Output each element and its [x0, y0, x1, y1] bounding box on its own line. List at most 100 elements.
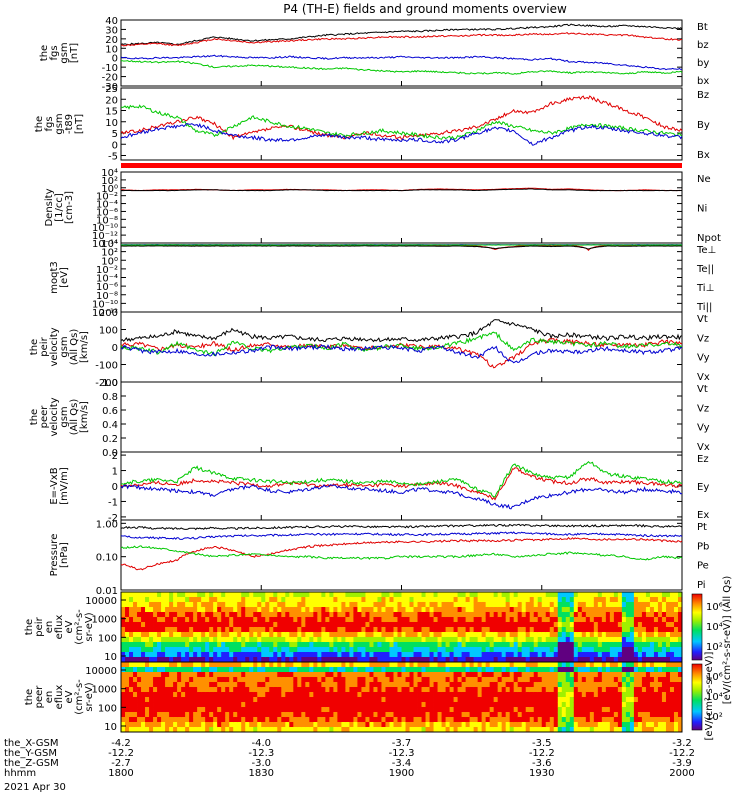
heatmap-cell [601, 597, 607, 603]
heatmap-cell [249, 722, 254, 728]
heatmap-cell [617, 612, 623, 618]
heatmap-cell [293, 667, 298, 673]
heatmap-cell [453, 652, 458, 658]
heatmap-cell [665, 632, 671, 638]
heatmap-cell [533, 697, 539, 703]
heatmap-cell [409, 712, 414, 718]
heatmap-cell [169, 607, 174, 613]
heatmap-cell [581, 687, 587, 693]
heatmap-cell [473, 662, 479, 668]
heatmap-cell [381, 597, 386, 603]
panel-p9: the peir en eflux eV (cm²-s-sr-eV)10000100010… [24, 591, 723, 663]
heatmap-cell [153, 717, 158, 723]
heatmap-cell [269, 632, 274, 638]
heatmap-cell [565, 647, 571, 653]
heatmap-cell [593, 632, 599, 638]
heatmap-cell [165, 702, 170, 708]
heatmap-cell [297, 712, 302, 718]
heatmap-cell [305, 647, 310, 653]
heatmap-cell [213, 727, 218, 733]
heatmap-cell [421, 682, 426, 688]
heatmap-cell [565, 682, 571, 688]
heatmap-cell [641, 727, 647, 733]
heatmap-cell [601, 602, 607, 608]
heatmap-cell [649, 692, 655, 698]
heatmap-cell [389, 642, 394, 648]
heatmap-cell [473, 657, 479, 663]
heatmap-cell [621, 692, 627, 698]
heatmap-cell [497, 682, 503, 688]
heatmap-cell [321, 657, 326, 663]
heatmap-cell [173, 722, 178, 728]
heatmap-cell [621, 687, 627, 693]
heatmap-cell [597, 707, 603, 713]
heatmap-cell [477, 622, 483, 628]
heatmap-cell [313, 677, 318, 683]
heatmap-cell [521, 702, 527, 708]
heatmap-cell [249, 682, 254, 688]
x-tick-label: -4.2 [111, 738, 131, 749]
heatmap-cell [217, 632, 222, 638]
heatmap-cell [245, 617, 250, 623]
heatmap-cell [557, 662, 563, 668]
heatmap-cell [429, 627, 434, 633]
heatmap-cell [417, 717, 422, 723]
heatmap-cell [569, 722, 575, 728]
heatmap-cell [501, 722, 507, 728]
heatmap-cell [157, 717, 162, 723]
y-tick-label: 10⁻¹² [92, 308, 118, 319]
heatmap-cell [181, 627, 186, 633]
heatmap-cell [309, 647, 314, 653]
heatmap-cell [357, 697, 362, 703]
heatmap-cell [349, 722, 354, 728]
heatmap-cell [217, 682, 222, 688]
heatmap-cell [149, 602, 154, 608]
heatmap-cell [373, 667, 378, 673]
heatmap-cell [545, 617, 551, 623]
heatmap-cell [501, 592, 507, 598]
heatmap-cell [385, 717, 390, 723]
heatmap-cell [597, 622, 603, 628]
heatmap-cell [481, 662, 487, 668]
heatmap-cell [441, 702, 446, 708]
heatmap-cell [453, 632, 458, 638]
heatmap-cell [177, 667, 182, 673]
heatmap-cell [425, 597, 430, 603]
heatmap-cell [633, 707, 639, 713]
heatmap-cell [365, 607, 370, 613]
heatmap-cell [537, 667, 543, 673]
heatmap-cell [177, 592, 182, 598]
heatmap-cell [177, 647, 182, 653]
heatmap-cell [305, 622, 310, 628]
heatmap-cell [341, 727, 346, 733]
heatmap-cell [437, 622, 442, 628]
heatmap-cell [445, 677, 450, 683]
heatmap-cell [257, 612, 262, 618]
y-tick-label: 0.10 [96, 553, 118, 564]
heatmap-cell [565, 697, 571, 703]
heatmap-cell [545, 687, 551, 693]
y-tick-label: 10⁰ [101, 184, 118, 195]
heatmap-cell [229, 652, 234, 658]
heatmap-cell [449, 597, 454, 603]
heatmap-cell [657, 712, 663, 718]
heatmap-cell [205, 617, 210, 623]
heatmap-cell [205, 612, 210, 618]
heatmap-cell [677, 637, 683, 643]
heatmap-cell [677, 697, 683, 703]
heatmap-cell [449, 622, 454, 628]
heatmap-cell [605, 667, 611, 673]
heatmap-cell [549, 687, 555, 693]
heatmap-cell [385, 652, 390, 658]
heatmap-cell [157, 692, 162, 698]
heatmap-cell [161, 642, 166, 648]
heatmap-cell [481, 717, 487, 723]
heatmap-cell [557, 657, 563, 663]
heatmap-cell [537, 592, 543, 598]
heatmap-cell [141, 637, 146, 643]
heatmap-cell [225, 607, 230, 613]
heatmap-cell [209, 657, 214, 663]
heatmap-cell [277, 707, 282, 713]
colorbar-labels: [eV/(cm²-s-sr-eV)] (All Qs)[eV/(cm²-s-sr… [704, 576, 733, 741]
heatmap-cell [517, 652, 523, 658]
